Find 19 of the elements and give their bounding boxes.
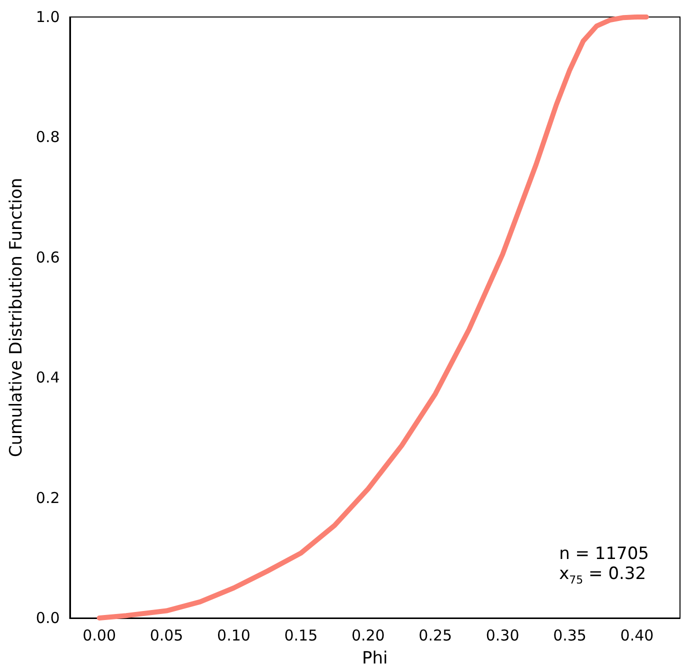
y-tick-label: 1.0 — [36, 8, 60, 26]
annotation: n = 11705 — [559, 544, 649, 564]
y-tick-label: 0.0 — [36, 609, 60, 627]
y-axis-title: Cumulative Distribution Function — [6, 178, 26, 458]
x-tick-label: 0.40 — [620, 626, 654, 644]
y-tick-label: 0.4 — [36, 368, 60, 387]
x-axis-title: Phi — [362, 648, 388, 668]
x-tick-label: 0.30 — [486, 626, 520, 644]
x-tick-label: 0.05 — [150, 626, 184, 644]
y-tick-label: 0.8 — [36, 128, 60, 146]
y-tick-label: 0.2 — [36, 488, 60, 507]
x-tick-label: 0.35 — [553, 626, 586, 644]
x-tick-label: 0.15 — [284, 626, 318, 644]
x-tick-label: 0.25 — [418, 626, 452, 644]
y-tick-label: 0.6 — [36, 248, 60, 266]
x-tick-label: 0.10 — [217, 626, 250, 644]
x-tick-label: 0.20 — [351, 626, 385, 644]
x-tick-label: 0.00 — [82, 626, 116, 644]
annotation: x$_{75}$ = 0.32 — [559, 564, 648, 588]
